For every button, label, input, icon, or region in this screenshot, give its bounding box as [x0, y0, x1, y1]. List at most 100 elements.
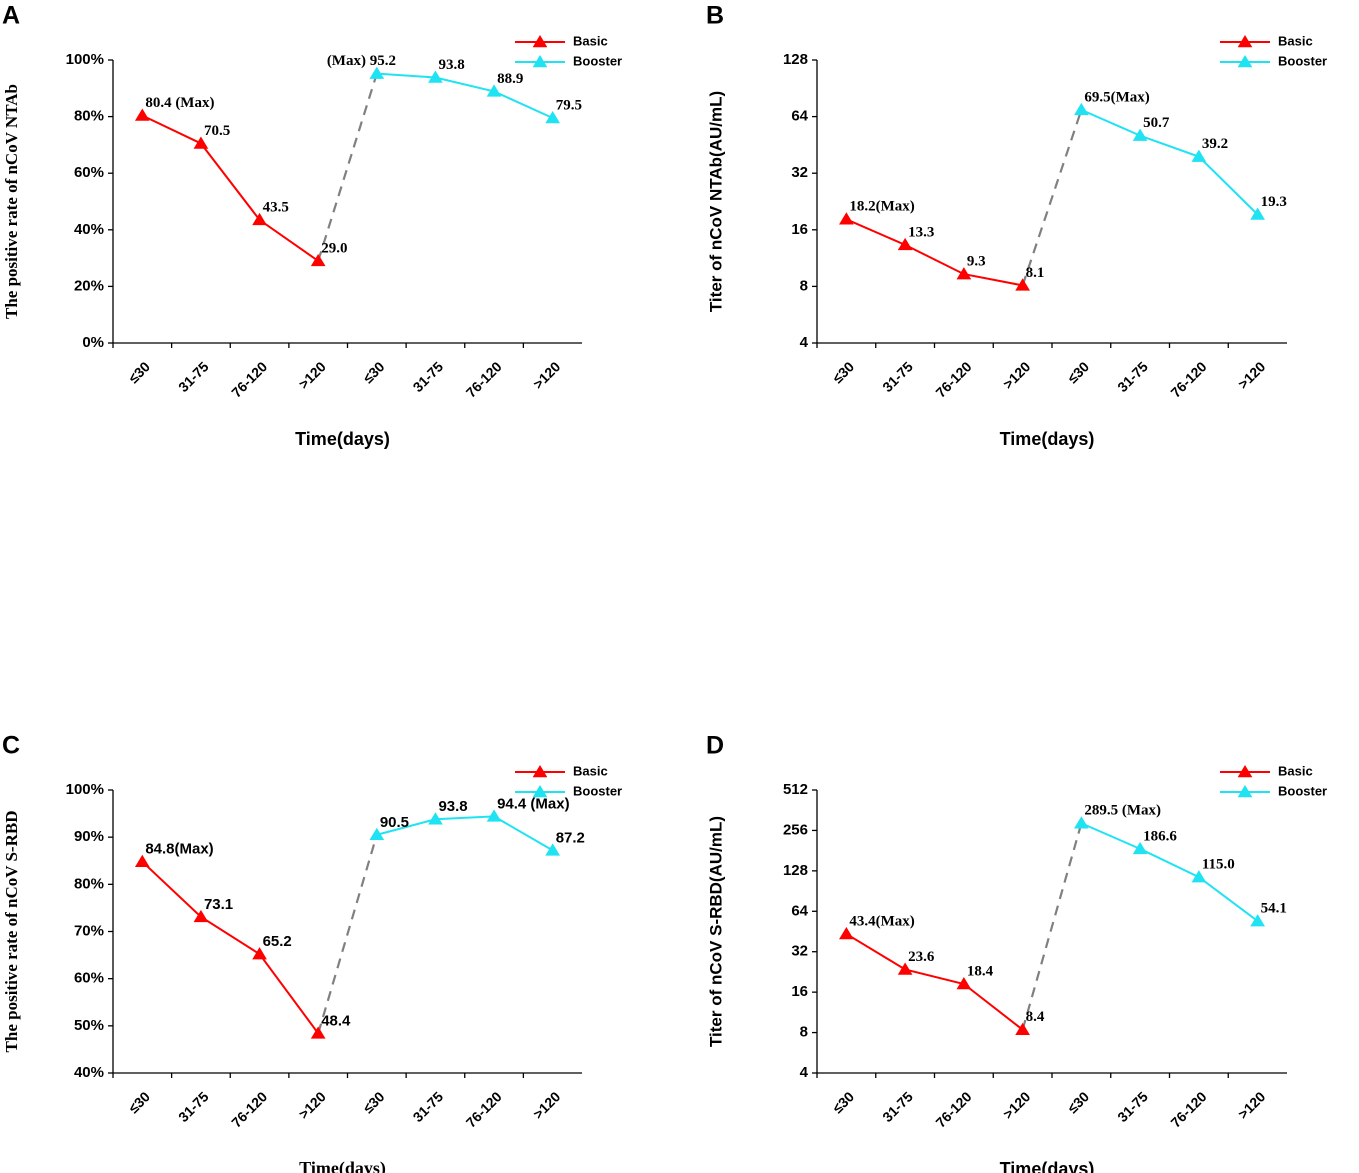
- data-label: 69.5(Max): [1084, 89, 1149, 105]
- y-tick-label: 100%: [66, 51, 104, 68]
- x-tick-label: 31-75: [410, 358, 447, 395]
- x-tick-label: ≤30: [829, 1088, 857, 1116]
- point: [369, 66, 385, 79]
- y-axis-label: The positive rate of nCoV S-RBD: [2, 811, 21, 1053]
- data-label: 19.3: [1261, 194, 1287, 210]
- y-tick-label: 32: [791, 943, 808, 960]
- data-label: 13.3: [908, 224, 934, 240]
- y-axis-label: Titer of nCoV NTAb(AU/mL): [706, 91, 725, 312]
- x-tick-label: >120: [1000, 1088, 1034, 1122]
- data-label: 186.6: [1143, 828, 1177, 844]
- legend-label: Booster: [1278, 53, 1327, 68]
- y-axis-label: Titer of nCoV S-RBD(AU/mL): [706, 816, 725, 1047]
- y-tick-label: 64: [791, 902, 808, 919]
- data-label: 94.4 (Max): [497, 795, 570, 812]
- y-tick-label: 256: [783, 821, 808, 838]
- y-tick-label: 512: [783, 781, 808, 798]
- point: [1191, 149, 1207, 162]
- point: [839, 212, 854, 225]
- data-label: 48.4: [321, 1012, 351, 1029]
- x-tick-label: 76-120: [1167, 358, 1209, 400]
- legend-label: Basic: [1278, 763, 1313, 778]
- data-label: 39.2: [1202, 136, 1228, 152]
- point: [1250, 207, 1265, 220]
- panel: C The positive rate of nCoV S-RBD Time(day…: [2, 732, 622, 1173]
- legend-marker: [1237, 785, 1253, 798]
- legend-label: Basic: [1278, 33, 1313, 48]
- point: [486, 84, 502, 97]
- point: [839, 926, 854, 940]
- data-label: 79.5: [556, 97, 582, 113]
- panel: A The positive rate of nCoV NTAb Time(days…: [2, 2, 622, 449]
- x-tick-label: >120: [530, 1088, 564, 1122]
- data-label: 115.0: [1202, 857, 1235, 873]
- legend-marker: [1237, 765, 1253, 778]
- legend-marker: [1237, 55, 1253, 68]
- series-line: [141, 860, 319, 1034]
- panel-label: B: [706, 2, 724, 30]
- y-tick-label: 40%: [74, 1064, 104, 1081]
- series-line: [376, 815, 554, 852]
- point: [1074, 102, 1089, 116]
- legend-label: Booster: [573, 53, 622, 68]
- legend-label: Booster: [1278, 783, 1327, 798]
- series-line: [376, 72, 554, 119]
- x-tick-label: >120: [1000, 358, 1034, 392]
- point: [1132, 128, 1148, 141]
- legend-marker: [532, 35, 548, 48]
- y-tick-label: 8: [800, 1024, 808, 1041]
- x-tick-label: ≤30: [1064, 1088, 1092, 1116]
- data-label: 87.2: [556, 829, 585, 846]
- x-tick-label: 76-120: [228, 358, 270, 400]
- data-label: 43.4(Max): [849, 913, 914, 929]
- data-label: 73.1: [204, 896, 233, 913]
- point: [486, 809, 502, 822]
- data-label: 90.5: [380, 814, 409, 831]
- connector: [317, 834, 378, 1034]
- point: [369, 827, 385, 841]
- y-tick-label: 70%: [74, 922, 104, 939]
- x-tick-label: 76-120: [228, 1088, 270, 1130]
- legend-marker: [1237, 35, 1253, 48]
- panel: D Titer of nCoV S-RBD(AU/mL) Time(days) 4 8 1…: [706, 732, 1327, 1173]
- point: [545, 111, 561, 124]
- data-label: 84.8(Max): [145, 841, 213, 858]
- x-axis-label: Time(days): [299, 1158, 386, 1173]
- point: [428, 70, 443, 83]
- x-tick-label: 31-75: [175, 358, 212, 395]
- data-label: 8.4: [1026, 1009, 1045, 1025]
- x-tick-label: >120: [1235, 358, 1269, 392]
- point: [310, 1026, 326, 1039]
- legend-label: Basic: [573, 33, 608, 48]
- y-tick-label: 32: [791, 164, 808, 181]
- y-tick-label: 50%: [74, 1017, 104, 1034]
- point: [897, 237, 913, 251]
- y-tick-label: 90%: [74, 828, 104, 845]
- y-tick-label: 64: [791, 108, 808, 125]
- point: [428, 812, 443, 825]
- data-label: 9.3: [967, 254, 986, 270]
- x-tick-label: >120: [295, 358, 329, 392]
- x-tick-label: ≤30: [360, 1088, 388, 1116]
- data-label: 80.4 (Max): [145, 95, 214, 111]
- data-label: 18.4: [967, 963, 994, 979]
- series-line: [845, 933, 1024, 1031]
- y-tick-label: 20%: [74, 277, 104, 294]
- y-tick-label: 16: [791, 983, 808, 1000]
- point: [252, 947, 267, 960]
- x-tick-label: 31-75: [879, 358, 916, 395]
- data-label: (Max) 95.2: [327, 53, 396, 69]
- series-line: [845, 218, 1023, 287]
- connector: [1021, 109, 1083, 286]
- y-tick-label: 60%: [74, 970, 104, 987]
- point: [134, 854, 150, 867]
- legend-label: Basic: [573, 763, 608, 778]
- connector: [317, 73, 378, 262]
- x-tick-label: ≤30: [829, 358, 857, 386]
- x-axis-label: Time(days): [1000, 1159, 1095, 1173]
- y-tick-label: 0%: [82, 334, 104, 351]
- point: [1132, 841, 1148, 855]
- data-label: 54.1: [1261, 901, 1287, 917]
- x-tick-label: 31-75: [879, 1088, 916, 1125]
